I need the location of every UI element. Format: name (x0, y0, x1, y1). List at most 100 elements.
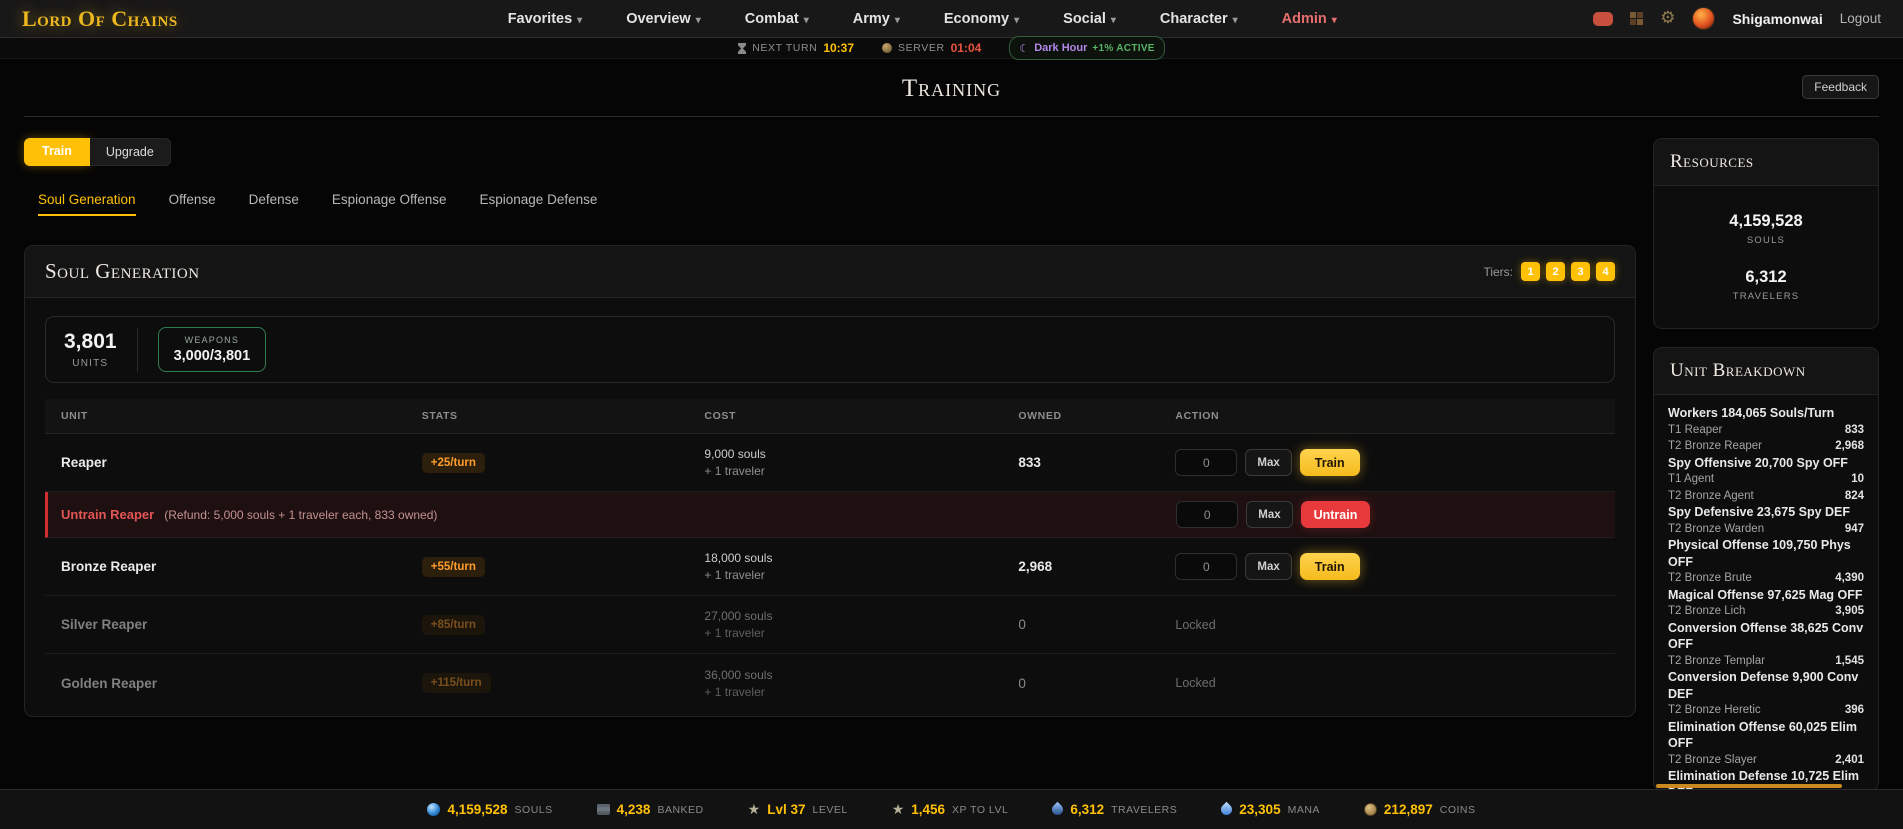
souls-resource: 4,159,528 SOULS (1670, 212, 1862, 246)
nav-item-economy[interactable]: Economy (944, 11, 1019, 27)
nav-item-social[interactable]: Social (1063, 11, 1116, 27)
breakdown-section-header: Spy Defensive 23,675 Spy DEF (1668, 505, 1851, 519)
weapons-value: 3,000/3,801 (173, 348, 251, 364)
tier-button-2[interactable]: 2 (1546, 262, 1565, 281)
top-navbar: Lord Of Chains Favorites Overview Combat Ar… (0, 0, 1903, 37)
tab-soul-generation[interactable]: Soul Generation (38, 192, 136, 216)
stat-level: Lvl 37 LEVEL (748, 801, 848, 819)
tier-button-3[interactable]: 3 (1571, 262, 1590, 281)
gear-icon[interactable] (1660, 9, 1675, 28)
chevron-down-icon (804, 11, 809, 27)
nav-item-overview[interactable]: Overview (626, 11, 701, 27)
action-cell: Max Train (1175, 553, 1615, 580)
unit-cost: 9,000 souls + 1 traveler (704, 447, 1018, 478)
breakdown-unit-name: T2 Bronze Heretic (1668, 704, 1761, 716)
breakdown-unit-row: T2 Bronze Reaper 2,968 (1668, 438, 1864, 455)
breakdown-section-header: Conversion Offense 38,625 Conv OFF (1668, 620, 1864, 652)
breakdown-unit-count: 824 (1844, 489, 1864, 502)
quantity-input[interactable] (1176, 501, 1239, 528)
discord-icon[interactable] (1593, 11, 1614, 26)
unit-stats: +115/turn (421, 673, 705, 693)
tab-espionage-defense[interactable]: Espionage Defense (479, 192, 598, 207)
train-button[interactable]: Train (1299, 553, 1360, 580)
quantity-input[interactable] (1175, 449, 1238, 476)
breakdown-unit-count: 1,545 (1835, 654, 1864, 667)
stat-value: 6,312 (1070, 802, 1105, 817)
mode-train-button[interactable]: Train (24, 138, 90, 166)
train-button[interactable]: Train (1299, 449, 1360, 476)
stat-badge: +25/turn (421, 452, 485, 473)
cost-souls: 18,000 souls (704, 551, 773, 565)
breakdown-unit-row: T1 Reaper 833 (1668, 422, 1864, 439)
breakdown-unit-count: 2,968 (1835, 440, 1864, 452)
tab-defense[interactable]: Defense (248, 192, 299, 207)
tab-offense[interactable]: Offense (168, 192, 216, 207)
nav-item-admin[interactable]: Admin (1282, 11, 1337, 27)
max-button[interactable]: Max (1245, 553, 1292, 580)
cost-souls: 27,000 souls (704, 609, 773, 623)
quantity-input[interactable] (1175, 553, 1238, 580)
app-logo[interactable]: Lord Of Chains (22, 5, 178, 31)
right-sidebar: Resources 4,159,528 SOULS 6,312 TRAVELER… (1653, 138, 1879, 791)
tier-button-1[interactable]: 1 (1521, 262, 1540, 281)
weapons-box: WEAPONS 3,000/3,801 (157, 327, 267, 372)
bank-icon (596, 804, 610, 815)
breakdown-unit-name: T2 Bronze Lich (1668, 605, 1746, 617)
navbar-right: Shigamonwai Logout (1593, 7, 1881, 30)
stat-label: LEVEL (812, 803, 848, 816)
unit-cost: 27,000 souls + 1 traveler (704, 609, 1018, 640)
next-turn-group: NEXT TURN 10:37 (738, 41, 854, 55)
scrollbar-thumb[interactable] (1656, 784, 1842, 788)
nav-item-combat[interactable]: Combat (745, 11, 809, 27)
max-button[interactable]: Max (1246, 501, 1293, 528)
stat-badge: +55/turn (421, 556, 485, 577)
nav-item-favorites[interactable]: Favorites (508, 11, 583, 27)
chevron-down-icon (895, 11, 900, 27)
page-title: Training (901, 75, 1002, 102)
header-divider (24, 116, 1879, 117)
logout-link[interactable]: Logout (1839, 11, 1881, 26)
breakdown-unit-count: 396 (1844, 704, 1864, 716)
nav-item-army[interactable]: Army (853, 11, 900, 27)
breakdown-unit-name: T2 Bronze Brute (1668, 572, 1752, 584)
unit-breakdown-body: Workers 184,065 Souls/Turn T1 Reaper 833 T2… (1654, 395, 1878, 790)
breakdown-unit-count: 4,390 (1835, 572, 1864, 584)
table-header-row: UNIT STATS COST OWNED ACTION (45, 399, 1615, 434)
breakdown-unit-row: T2 Bronze Lich 3,905 (1668, 603, 1864, 620)
stat-badge: +85/turn (421, 614, 485, 635)
chevron-down-icon (577, 11, 582, 27)
chevron-down-icon (1332, 11, 1337, 27)
nav-item-label: Social (1063, 10, 1106, 27)
max-button[interactable]: Max (1245, 449, 1292, 476)
nav-item-label: Economy (943, 10, 1010, 27)
grid-apps-icon[interactable] (1630, 12, 1637, 18)
souls-label: SOULS (1746, 235, 1786, 246)
star-icon (748, 801, 761, 819)
nav-menu: Favorites Overview Combat Army Economy Social… (508, 11, 1337, 27)
next-turn-label: NEXT TURN (752, 42, 818, 54)
avatar[interactable] (1692, 7, 1716, 30)
breakdown-unit-name: T2 Bronze Templar (1668, 654, 1765, 667)
username[interactable]: Shigamonwai (1732, 10, 1823, 27)
hourglass-icon (738, 42, 747, 54)
header-unit: UNIT (61, 410, 88, 422)
action-cell: Max Untrain (1176, 501, 1615, 528)
stat-label: BANKED (657, 803, 704, 816)
cost-traveler: + 1 traveler (704, 626, 765, 640)
feedback-button[interactable]: Feedback (1802, 75, 1879, 99)
tab-espionage-offense[interactable]: Espionage Offense (331, 192, 447, 207)
stat-value: 212,897 (1383, 802, 1433, 817)
untrain-button[interactable]: Untrain (1300, 501, 1371, 528)
panel-body: 3,801 UNITS WEAPONS 3,000/3,801 UNIT STA… (25, 298, 1635, 716)
coin-icon (1363, 803, 1377, 816)
dark-hour-status: +1% ACTIVE (1092, 42, 1155, 54)
units-total: 3,801 UNITS (64, 330, 117, 369)
tier-button-4[interactable]: 4 (1596, 262, 1615, 281)
stat-souls: 4,159,528 SOULS (427, 802, 552, 817)
resources-title: Resources (1654, 139, 1878, 186)
unit-name: Bronze Reaper (61, 559, 157, 574)
unit-cost: 36,000 souls + 1 traveler (704, 668, 1018, 699)
mode-upgrade-button[interactable]: Upgrade (89, 138, 171, 166)
nav-item-character[interactable]: Character (1160, 11, 1238, 27)
